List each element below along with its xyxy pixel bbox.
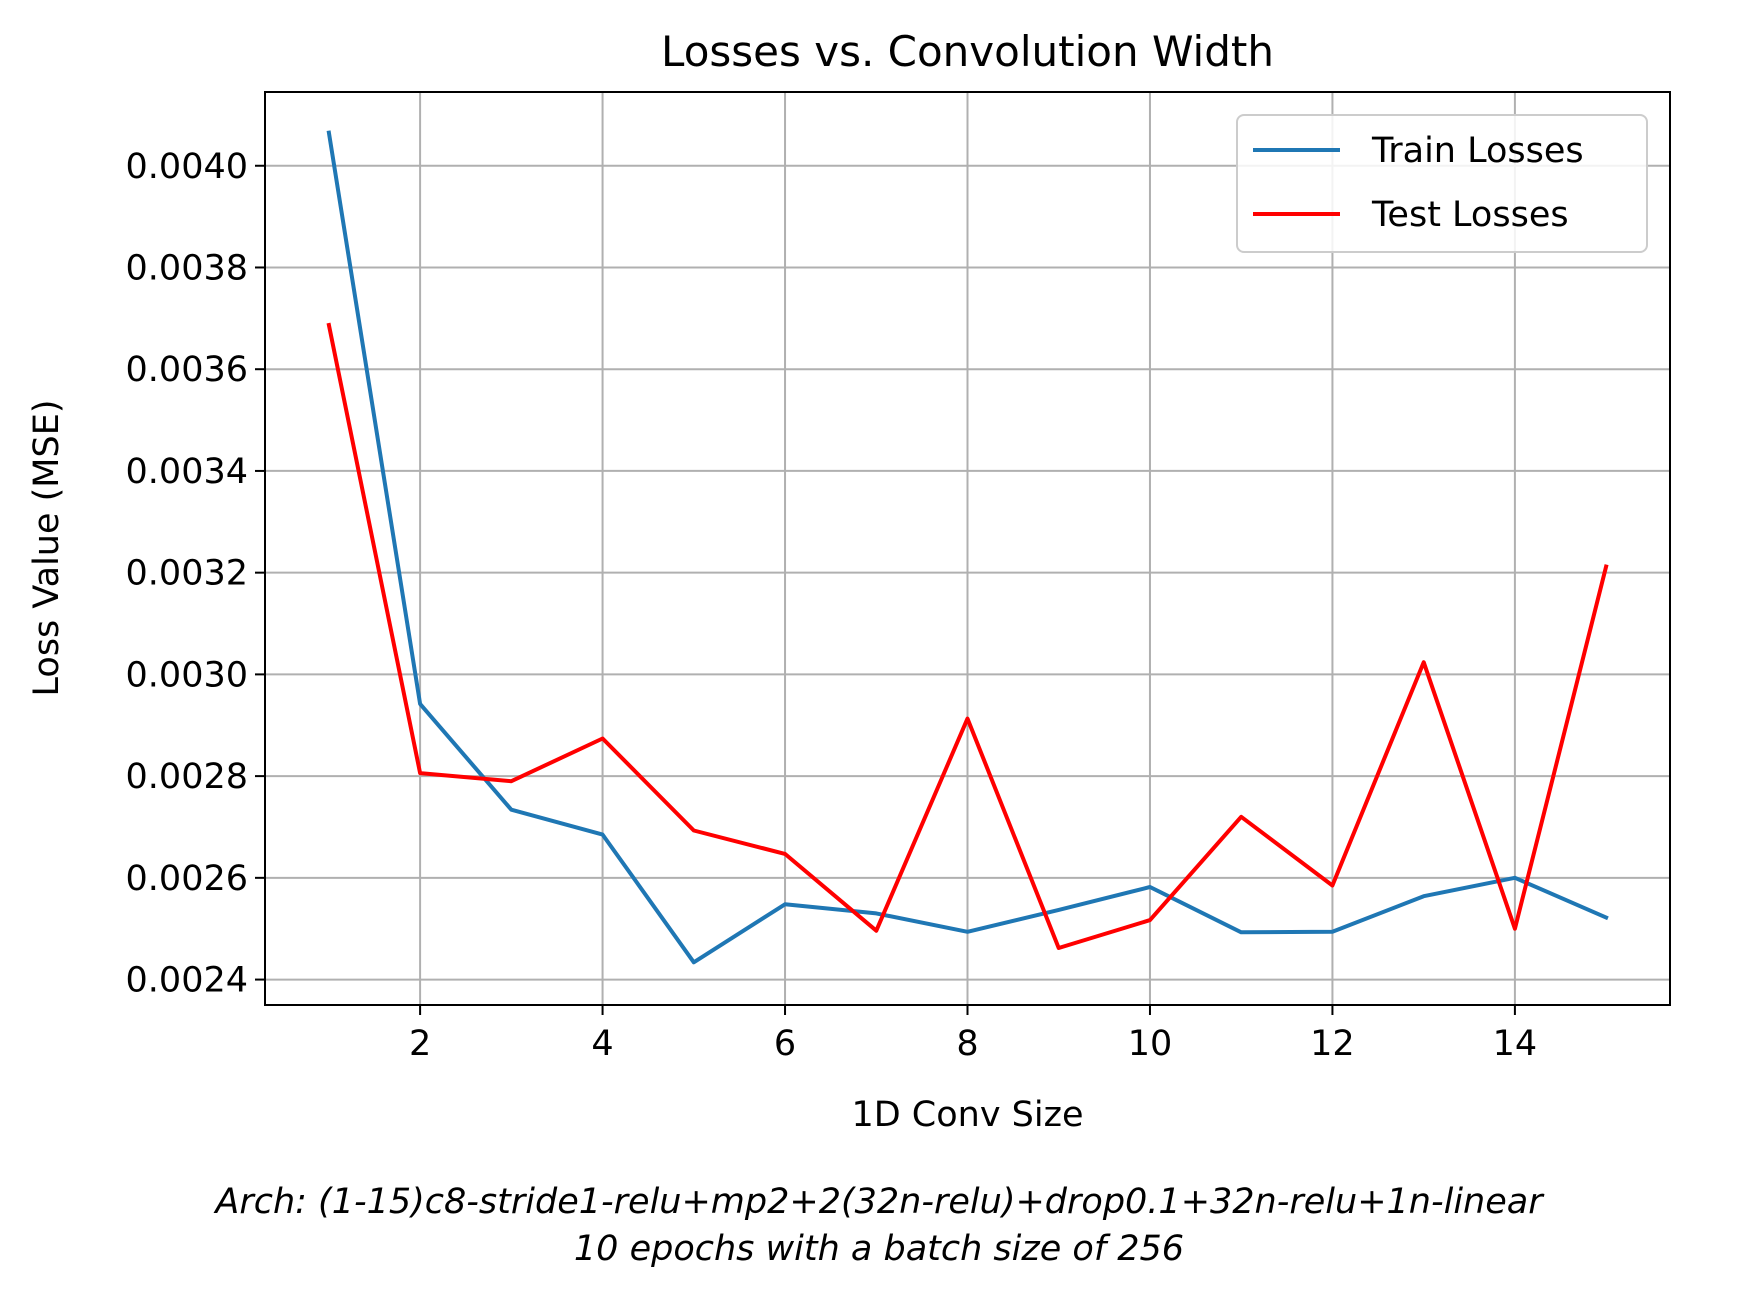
caption-line-2: 10 epochs with a batch size of 256: [573, 1229, 1185, 1269]
y-tick-label: 0.0034: [126, 452, 248, 492]
x-tick-label: 2: [409, 1024, 431, 1064]
x-tick-label: 8: [956, 1024, 978, 1064]
legend-label-train: Train Losses: [1371, 131, 1584, 171]
y-tick-label: 0.0024: [126, 961, 248, 1001]
y-tick-label: 0.0028: [126, 757, 248, 797]
x-tick-label: 12: [1310, 1024, 1355, 1064]
y-axis-label: Loss Value (MSE): [27, 400, 67, 697]
y-tick-label: 0.0032: [126, 554, 248, 594]
legend-label-test: Test Losses: [1371, 195, 1569, 235]
y-tick-label: 0.0030: [126, 655, 248, 695]
chart-title: Losses vs. Convolution Width: [661, 27, 1274, 76]
x-tick-label: 14: [1493, 1024, 1538, 1064]
y-tick-label: 0.0040: [126, 147, 248, 187]
train-losses-line: [326, 130, 1609, 965]
x-tick-label: 6: [774, 1024, 796, 1064]
x-tick-label: 4: [591, 1024, 613, 1064]
y-tick-label: 0.0038: [126, 248, 248, 288]
test-losses-line: [326, 322, 1609, 950]
ticks: 2 4 6 8 10 12 14 0.0024 0.0026 0.0028 0.0030 0.0032…: [126, 147, 1538, 1064]
series-layer: [326, 130, 1609, 965]
caption-line-1: Arch: (1-15)c8-stride1-relu+mp2+2(32n-re…: [215, 1182, 1543, 1222]
x-axis-label: 1D Conv Size: [851, 1095, 1083, 1135]
y-tick-label: 0.0026: [126, 859, 248, 899]
grid: [265, 92, 1670, 1005]
legend: Train Losses Test Losses: [1236, 114, 1648, 253]
y-tick-label: 0.0036: [126, 350, 248, 390]
x-tick-label: 10: [1128, 1024, 1173, 1064]
